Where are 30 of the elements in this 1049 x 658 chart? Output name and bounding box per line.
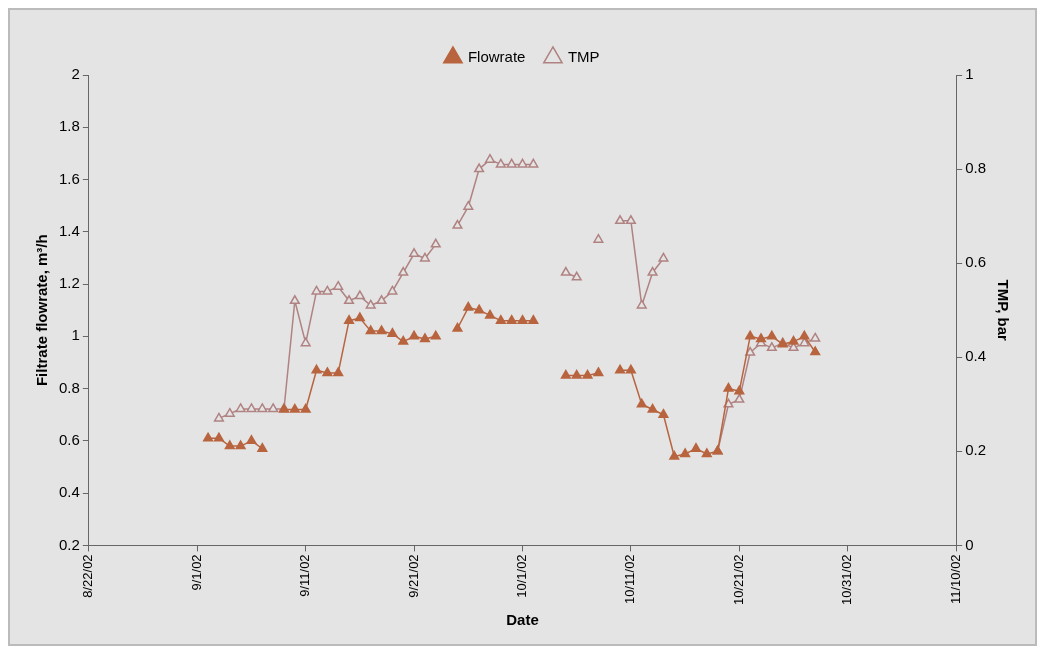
y-tick-label: 2 xyxy=(71,65,80,83)
x-tick-label: 8/22/02 xyxy=(80,554,96,598)
y-tick-label: 1.8 xyxy=(58,117,80,135)
y-tick-label: 1.6 xyxy=(58,169,80,187)
y-tick-label: 1 xyxy=(71,326,80,344)
y2-tick-label: 0 xyxy=(965,535,974,553)
x-axis-title: Date xyxy=(506,611,539,629)
legend-label: TMP xyxy=(567,47,600,65)
y2-tick-label: 0.8 xyxy=(965,159,987,177)
y-tick-label: 1.4 xyxy=(58,221,80,239)
y2-tick-label: 0.4 xyxy=(965,347,987,365)
y-tick-label: 0.8 xyxy=(58,378,80,396)
x-tick-label: 10/1/02 xyxy=(514,554,530,598)
x-tick-label: 9/21/02 xyxy=(405,554,421,598)
y2-axis-title: TMP, bar xyxy=(994,279,1012,342)
x-tick-label: 9/11/02 xyxy=(297,554,313,597)
legend-label: Flowrate xyxy=(467,47,526,65)
x-tick-label: 10/31/02 xyxy=(839,554,855,606)
y2-tick-label: 0.2 xyxy=(965,441,987,459)
y-tick-label: 0.2 xyxy=(58,535,80,553)
x-tick-label: 11/10/02 xyxy=(947,554,963,605)
y2-tick-label: 0.6 xyxy=(965,253,987,271)
x-tick-label: 9/1/02 xyxy=(188,554,204,591)
y2-tick-label: 1 xyxy=(965,65,974,83)
x-tick-label: 10/11/02 xyxy=(622,554,638,605)
y-tick-label: 0.4 xyxy=(58,483,80,501)
y-axis-title: Filtrate flowrate, m³/h xyxy=(33,234,51,387)
x-tick-label: 10/21/02 xyxy=(730,554,746,606)
y-tick-label: 0.6 xyxy=(58,431,80,448)
y-tick-label: 1.2 xyxy=(58,274,80,292)
